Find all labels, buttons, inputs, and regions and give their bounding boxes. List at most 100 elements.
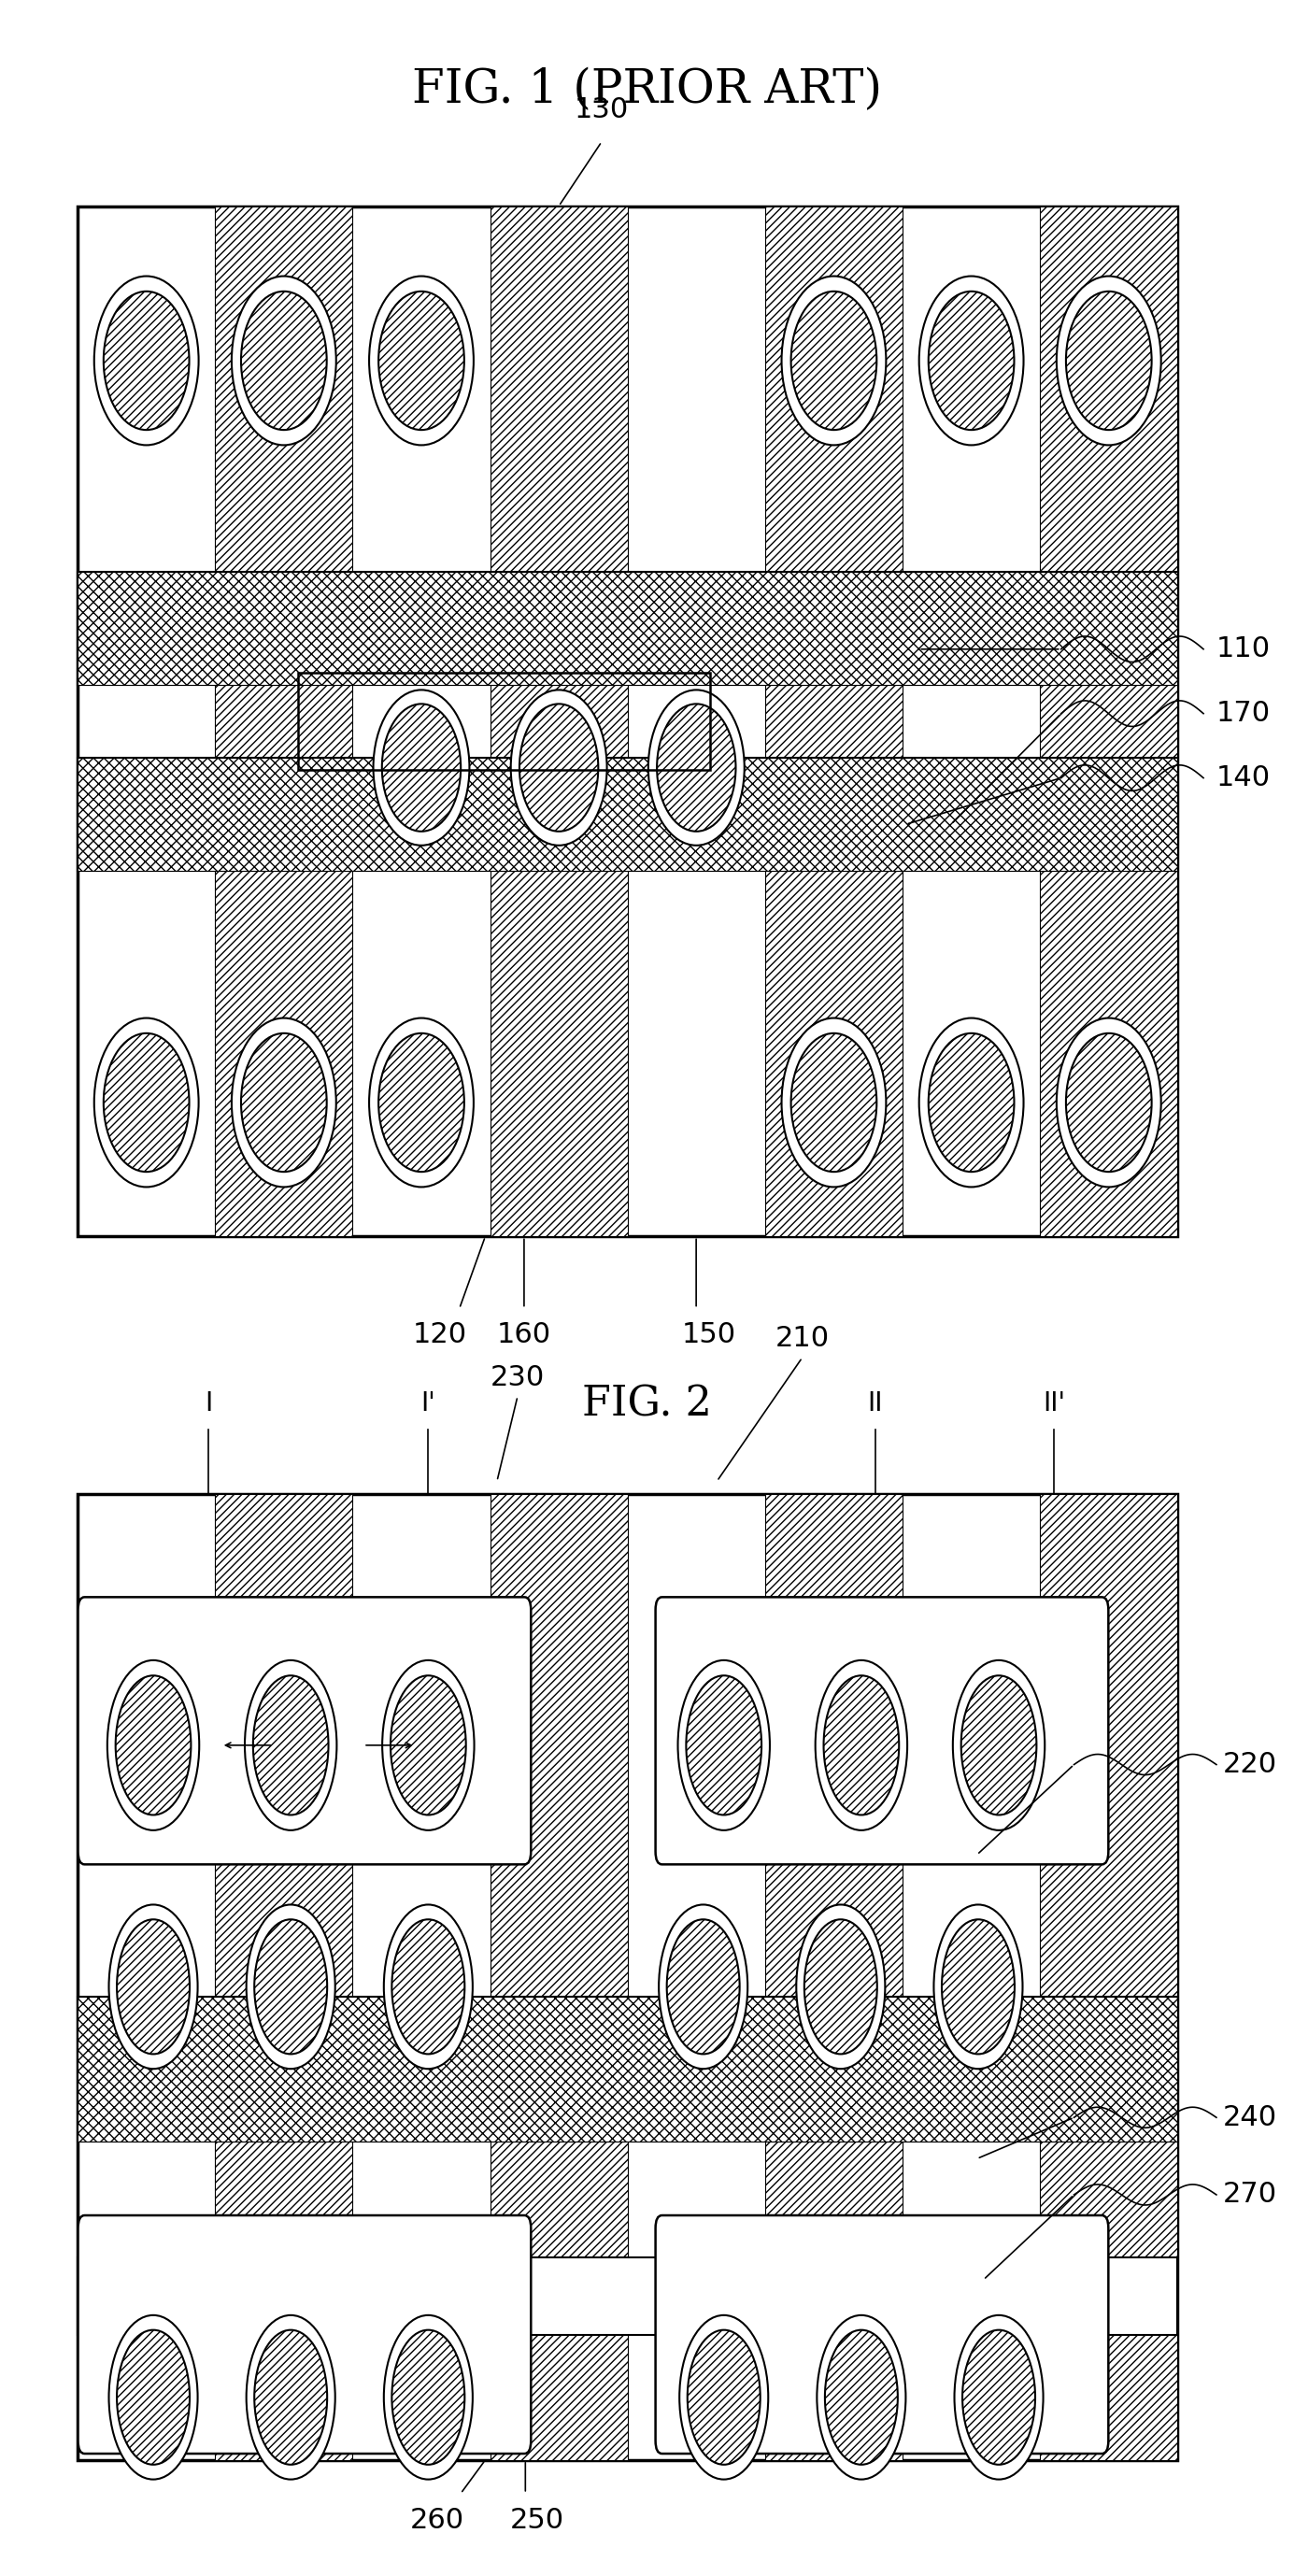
Ellipse shape — [255, 1919, 327, 2053]
Ellipse shape — [109, 1904, 198, 2069]
Ellipse shape — [1066, 291, 1152, 430]
Bar — [78, 572, 1178, 685]
Ellipse shape — [109, 2316, 198, 2478]
Ellipse shape — [648, 690, 744, 845]
Text: 270: 270 — [1223, 2182, 1277, 2208]
Ellipse shape — [791, 291, 876, 430]
FancyBboxPatch shape — [656, 2215, 1109, 2452]
Bar — [78, 206, 1178, 1236]
Ellipse shape — [115, 1674, 192, 1816]
Text: II: II — [867, 1391, 883, 1417]
Ellipse shape — [815, 1662, 907, 1832]
Ellipse shape — [382, 1662, 474, 1832]
Ellipse shape — [1057, 1018, 1161, 1188]
Ellipse shape — [519, 703, 598, 832]
Ellipse shape — [679, 2316, 769, 2478]
Ellipse shape — [104, 291, 189, 430]
Text: 110: 110 — [1216, 636, 1271, 662]
Text: 120: 120 — [413, 1321, 467, 1350]
Ellipse shape — [929, 291, 1014, 430]
Text: I': I' — [421, 1391, 436, 1417]
Text: 150: 150 — [682, 1321, 736, 1350]
Ellipse shape — [678, 1662, 770, 1832]
Ellipse shape — [373, 690, 470, 845]
Ellipse shape — [382, 703, 461, 832]
Ellipse shape — [929, 1033, 1014, 1172]
Ellipse shape — [391, 1674, 466, 1816]
Ellipse shape — [246, 2316, 335, 2478]
Ellipse shape — [392, 1919, 465, 2053]
Ellipse shape — [919, 276, 1024, 446]
Ellipse shape — [232, 1018, 336, 1188]
Ellipse shape — [232, 276, 336, 446]
Ellipse shape — [659, 1904, 748, 2069]
Bar — [1040, 206, 1178, 1236]
Bar — [298, 672, 710, 770]
Text: 220: 220 — [1223, 1752, 1277, 1777]
Bar — [490, 1494, 628, 2460]
Text: I: I — [204, 1391, 212, 1417]
Text: II': II' — [1043, 1391, 1065, 1417]
Ellipse shape — [919, 1018, 1024, 1188]
Text: 140: 140 — [1216, 765, 1271, 791]
FancyBboxPatch shape — [78, 1597, 531, 1865]
Ellipse shape — [823, 1674, 899, 1816]
Text: 170: 170 — [1216, 701, 1271, 726]
Text: 160: 160 — [497, 1321, 551, 1350]
Ellipse shape — [245, 1662, 336, 1832]
Ellipse shape — [384, 2316, 472, 2478]
Ellipse shape — [687, 2329, 761, 2465]
Text: 230: 230 — [490, 1363, 545, 1391]
Text: 250: 250 — [510, 2506, 564, 2535]
Bar — [78, 572, 1178, 685]
Ellipse shape — [961, 1674, 1036, 1816]
Ellipse shape — [666, 1919, 740, 2053]
Bar — [765, 206, 902, 1236]
Ellipse shape — [952, 1662, 1044, 1832]
Ellipse shape — [934, 1904, 1022, 2069]
Ellipse shape — [824, 2329, 898, 2465]
Ellipse shape — [246, 1904, 335, 2069]
Bar — [215, 206, 352, 1236]
Ellipse shape — [116, 2329, 190, 2465]
FancyBboxPatch shape — [78, 2215, 531, 2452]
Text: 130: 130 — [575, 95, 629, 124]
Ellipse shape — [955, 2316, 1043, 2478]
Ellipse shape — [384, 1904, 472, 2069]
Ellipse shape — [104, 1033, 189, 1172]
Bar — [78, 2257, 1178, 2334]
Ellipse shape — [94, 276, 199, 446]
Text: FIG. 2: FIG. 2 — [582, 1383, 712, 1425]
Ellipse shape — [369, 1018, 474, 1188]
Ellipse shape — [511, 690, 607, 845]
Ellipse shape — [782, 1018, 886, 1188]
Bar — [215, 1494, 352, 2460]
Bar — [78, 757, 1178, 871]
Ellipse shape — [1057, 276, 1161, 446]
Ellipse shape — [796, 1904, 885, 2069]
FancyBboxPatch shape — [656, 1597, 1109, 1865]
Text: 210: 210 — [775, 1324, 829, 1352]
Ellipse shape — [805, 1919, 877, 2053]
Bar — [78, 1494, 1178, 2460]
Bar — [1040, 1494, 1178, 2460]
Bar — [490, 206, 628, 1236]
Ellipse shape — [817, 2316, 906, 2478]
Bar — [765, 1494, 902, 2460]
Bar — [78, 1996, 1178, 2141]
Text: 260: 260 — [410, 2506, 465, 2535]
Ellipse shape — [791, 1033, 876, 1172]
Ellipse shape — [942, 1919, 1014, 2053]
Text: FIG. 1 (PRIOR ART): FIG. 1 (PRIOR ART) — [411, 67, 883, 113]
Text: 240: 240 — [1223, 2105, 1277, 2130]
Ellipse shape — [116, 1919, 190, 2053]
Bar — [78, 1996, 1178, 2141]
Ellipse shape — [241, 291, 326, 430]
Ellipse shape — [686, 1674, 762, 1816]
Ellipse shape — [1066, 1033, 1152, 1172]
Ellipse shape — [254, 1674, 329, 1816]
Ellipse shape — [369, 276, 474, 446]
Ellipse shape — [782, 276, 886, 446]
Ellipse shape — [94, 1018, 199, 1188]
Ellipse shape — [657, 703, 736, 832]
